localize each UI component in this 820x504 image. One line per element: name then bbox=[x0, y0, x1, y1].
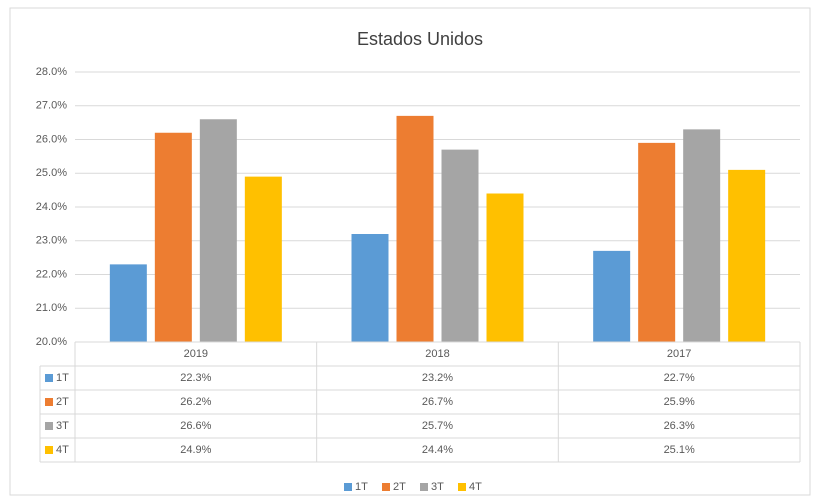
table-cell: 24.9% bbox=[180, 444, 211, 456]
table-cell: 26.7% bbox=[422, 396, 453, 408]
table-cell: 25.1% bbox=[664, 444, 695, 456]
bar bbox=[728, 169, 766, 342]
table-legend-key bbox=[45, 374, 53, 382]
bar bbox=[441, 149, 479, 342]
bar bbox=[593, 250, 631, 342]
table-cell: 22.7% bbox=[664, 372, 695, 384]
y-tick-label: 24.0% bbox=[36, 201, 67, 213]
bar bbox=[244, 176, 282, 342]
legend-key bbox=[344, 483, 352, 491]
y-tick-label: 21.0% bbox=[36, 302, 67, 314]
bar bbox=[396, 115, 434, 342]
table-cell: 25.7% bbox=[422, 420, 453, 432]
y-tick-label: 27.0% bbox=[36, 100, 67, 112]
legend-key bbox=[382, 483, 390, 491]
bar bbox=[351, 234, 389, 342]
y-tick-label: 22.0% bbox=[36, 268, 67, 280]
table-series-name: 3T bbox=[56, 420, 69, 432]
legend-label: 1T bbox=[355, 481, 368, 493]
table-legend-key bbox=[45, 422, 53, 430]
table-cell: 26.6% bbox=[180, 420, 211, 432]
table-legend-key bbox=[45, 398, 53, 406]
legend-label: 2T bbox=[393, 481, 406, 493]
table-cell: 23.2% bbox=[422, 372, 453, 384]
table-cell: 26.3% bbox=[664, 420, 695, 432]
legend-key bbox=[420, 483, 428, 491]
bar bbox=[154, 132, 192, 342]
table-series-name: 1T bbox=[56, 372, 69, 384]
table-cell: 26.2% bbox=[180, 396, 211, 408]
table-cell: 24.4% bbox=[422, 444, 453, 456]
y-tick-label: 20.0% bbox=[36, 336, 67, 348]
table-series-name: 4T bbox=[56, 444, 69, 456]
legend-label: 3T bbox=[431, 481, 444, 493]
bar bbox=[683, 129, 721, 342]
bar bbox=[199, 119, 237, 342]
x-tick-label: 2017 bbox=[667, 348, 691, 360]
table-cell: 22.3% bbox=[180, 372, 211, 384]
chart-title: Estados Unidos bbox=[357, 29, 483, 49]
x-tick-label: 2018 bbox=[425, 348, 449, 360]
legend-label: 4T bbox=[469, 481, 482, 493]
y-tick-label: 25.0% bbox=[36, 167, 67, 179]
bar bbox=[486, 193, 524, 342]
table-cell: 25.9% bbox=[664, 396, 695, 408]
y-tick-label: 26.0% bbox=[36, 133, 67, 145]
legend-key bbox=[458, 483, 466, 491]
x-tick-label: 2019 bbox=[184, 348, 208, 360]
bar bbox=[638, 142, 676, 342]
bar bbox=[109, 264, 147, 342]
y-tick-label: 28.0% bbox=[36, 66, 67, 78]
y-tick-label: 23.0% bbox=[36, 235, 67, 247]
table-legend-key bbox=[45, 446, 53, 454]
table-series-name: 2T bbox=[56, 396, 69, 408]
